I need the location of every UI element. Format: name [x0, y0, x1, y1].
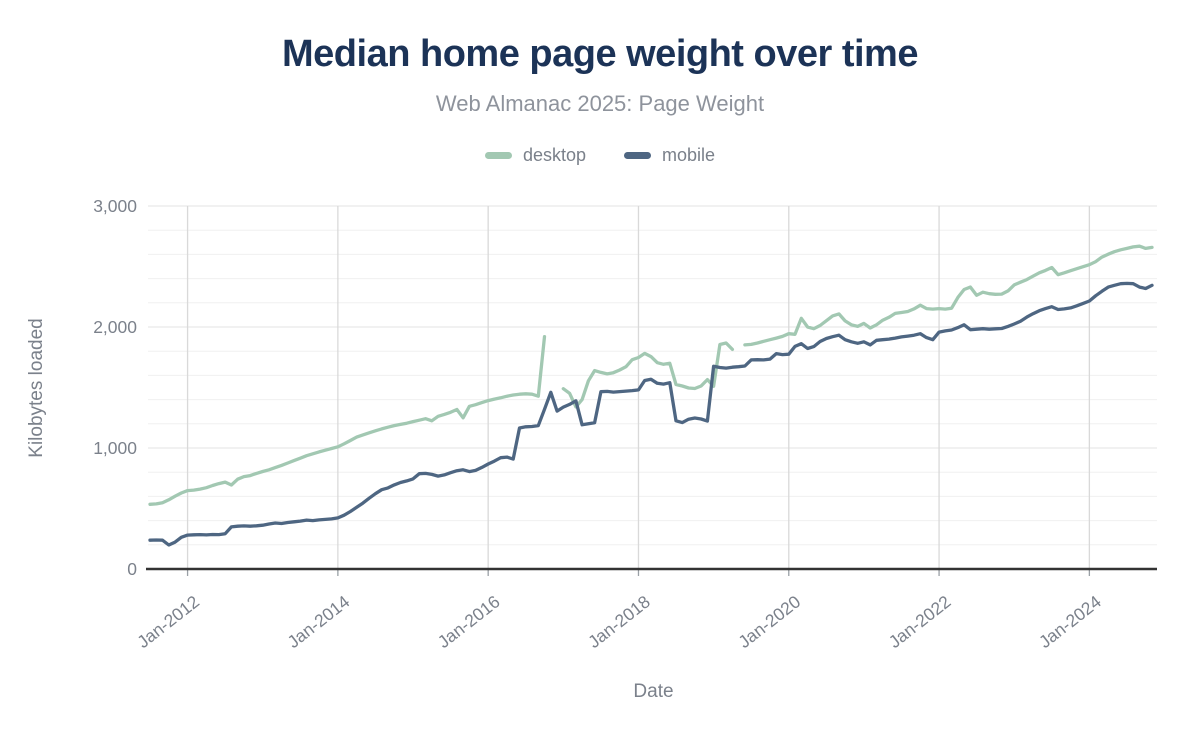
- chart-title: Median home page weight over time: [282, 33, 918, 75]
- chart-subtitle: Web Almanac 2025: Page Weight: [435, 91, 765, 116]
- desktop-series-line[interactable]: [148, 244, 1154, 506]
- mobile-series-line[interactable]: [148, 281, 1154, 547]
- y-tick-label: 3,000: [93, 196, 137, 216]
- legend-item-desktop[interactable]: desktop: [484, 145, 586, 166]
- y-tick-label: 1,000: [93, 438, 137, 458]
- legend-label-mobile: mobile: [662, 145, 716, 165]
- y-tick-label: 0: [127, 559, 137, 579]
- mobile-series-swatch: [624, 152, 651, 159]
- x-tick-label: Jan-2022: [885, 591, 955, 652]
- legend-label-desktop: desktop: [522, 145, 586, 165]
- x-axis-title: Date: [633, 681, 673, 702]
- y-axis-title: Kilobytes loaded: [26, 318, 47, 457]
- y-tick-label: 2,000: [93, 317, 137, 337]
- x-tick-label: Jan-2024: [1035, 591, 1105, 652]
- x-tick-label: Jan-2020: [734, 591, 804, 652]
- x-tick-label: Jan-2012: [133, 591, 203, 652]
- x-tick-label: Jan-2016: [434, 591, 504, 652]
- desktop-series-swatch: [484, 152, 512, 159]
- x-tick-label: Jan-2014: [284, 591, 354, 652]
- legend-item-mobile[interactable]: mobile: [624, 145, 715, 166]
- x-tick-label: Jan-2018: [584, 591, 654, 652]
- chart-legend: desktop mobile: [0, 145, 1200, 166]
